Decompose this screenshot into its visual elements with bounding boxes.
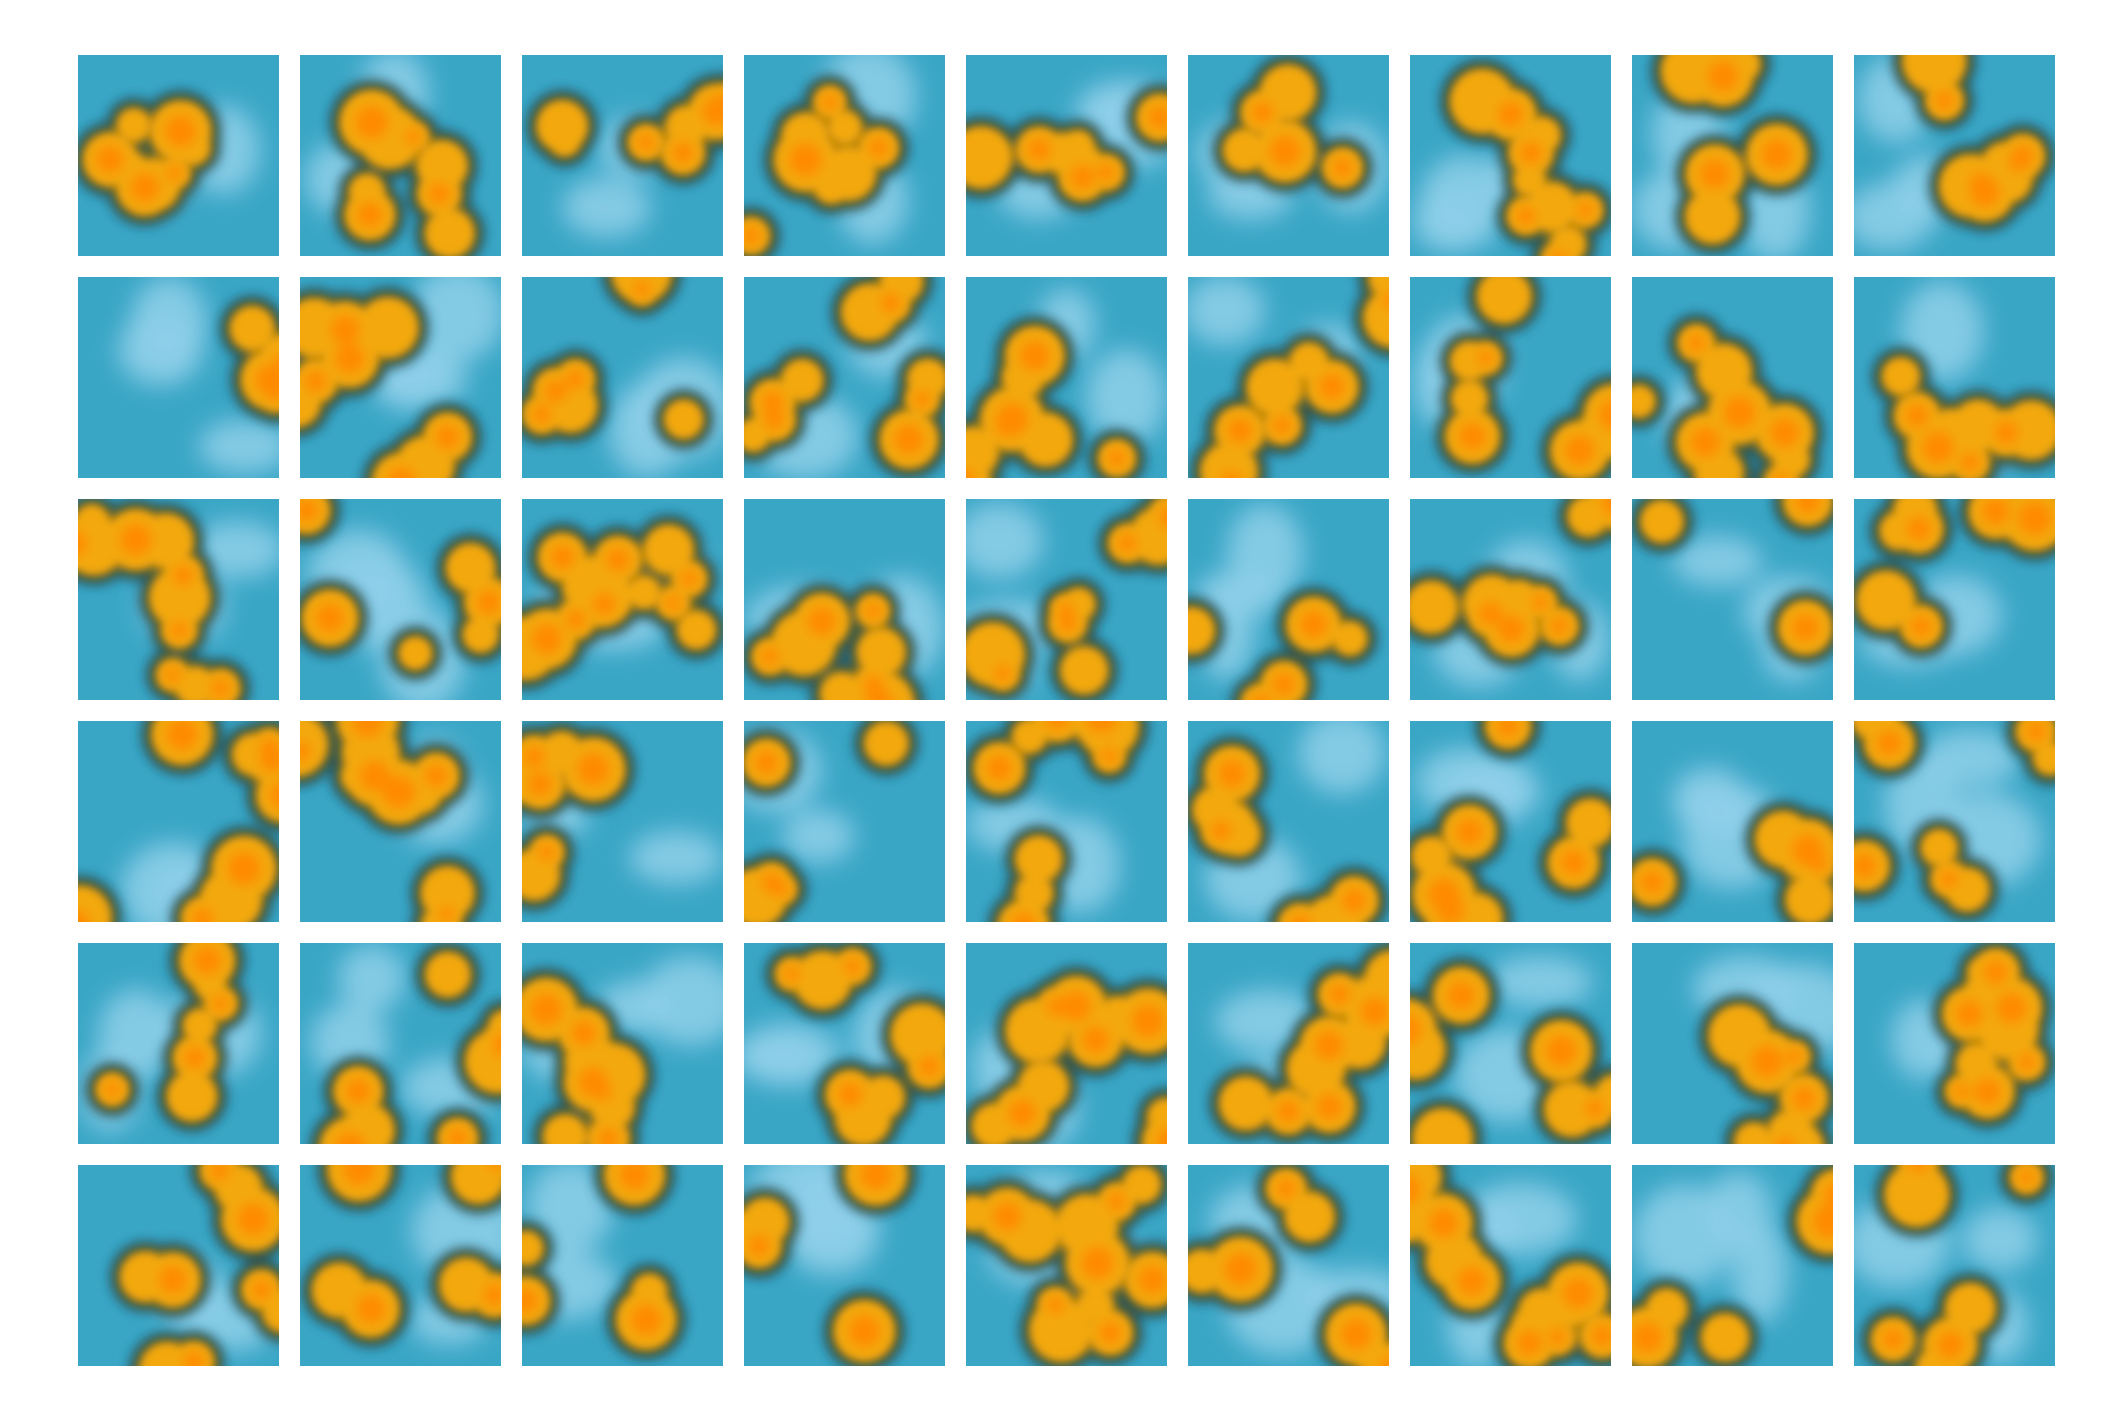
pattern-tile (1188, 55, 1389, 256)
pattern-tile (522, 721, 723, 922)
pattern-tile-grid (78, 55, 2055, 1366)
pattern-tile (744, 943, 945, 1144)
pattern-tile (1632, 721, 1833, 922)
pattern-tile (522, 943, 723, 1144)
pattern-tile (1410, 721, 1611, 922)
pattern-tile (1410, 55, 1611, 256)
pattern-tile (1410, 277, 1611, 478)
pattern-tile (300, 55, 501, 256)
pattern-tile (522, 499, 723, 700)
pattern-tile (1188, 943, 1389, 1144)
pattern-tile (300, 277, 501, 478)
pattern-tile (1188, 721, 1389, 922)
pattern-tile (78, 499, 279, 700)
pattern-tile (522, 277, 723, 478)
pattern-tile (966, 277, 1167, 478)
pattern-tile (78, 55, 279, 256)
pattern-tile (1854, 721, 2055, 922)
pattern-tile (1188, 277, 1389, 478)
pattern-tile (1632, 943, 1833, 1144)
pattern-tile (744, 55, 945, 256)
pattern-tile (1410, 499, 1611, 700)
pattern-tile (1188, 1165, 1389, 1366)
pattern-tile (966, 721, 1167, 922)
pattern-tile (300, 499, 501, 700)
pattern-tile (78, 277, 279, 478)
pattern-tile (300, 943, 501, 1144)
pattern-tile (78, 1165, 279, 1366)
pattern-tile (300, 1165, 501, 1366)
pattern-tile (1188, 499, 1389, 700)
pattern-tile (744, 1165, 945, 1366)
pattern-tile (1632, 499, 1833, 700)
pattern-tile (1854, 55, 2055, 256)
pattern-tile (1854, 499, 2055, 700)
pattern-tile (744, 277, 945, 478)
pattern-tile (966, 55, 1167, 256)
pattern-tile (522, 1165, 723, 1366)
pattern-tile (1410, 943, 1611, 1144)
pattern-tile (78, 943, 279, 1144)
pattern-tile (966, 499, 1167, 700)
pattern-tile (966, 1165, 1167, 1366)
pattern-tile (744, 499, 945, 700)
pattern-tile (1854, 1165, 2055, 1366)
pattern-tile (1632, 1165, 1833, 1366)
pattern-tile (1632, 277, 1833, 478)
pattern-tile (744, 721, 945, 922)
pattern-tile (1632, 55, 1833, 256)
pattern-tile (1854, 943, 2055, 1144)
pattern-tile (1410, 1165, 1611, 1366)
pattern-tile (78, 721, 279, 922)
pattern-tile (966, 943, 1167, 1144)
pattern-tile (1854, 277, 2055, 478)
pattern-tile (522, 55, 723, 256)
pattern-tile (300, 721, 501, 922)
